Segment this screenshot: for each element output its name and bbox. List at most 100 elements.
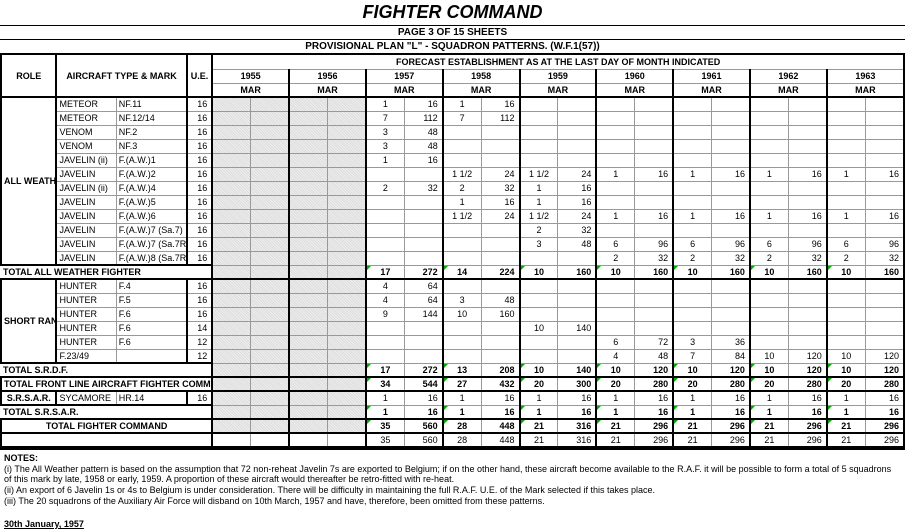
cell-qty: 16 bbox=[404, 391, 442, 405]
cell-count bbox=[212, 111, 250, 125]
cell-count: 34 bbox=[366, 377, 404, 391]
plan-sub: PROVISIONAL PLAN "L" - SQUADRON PATTERNS… bbox=[0, 40, 905, 55]
cell-qty: 16 bbox=[865, 167, 904, 181]
cell-qty bbox=[327, 265, 365, 279]
cell-count bbox=[212, 363, 250, 377]
aircraft-mark: F.(A.W.)6 bbox=[116, 209, 186, 223]
cell-count: 13 bbox=[443, 363, 481, 377]
hdr-month: MAR bbox=[827, 83, 904, 97]
hdr-year: 1958 bbox=[443, 69, 520, 83]
cell-qty bbox=[865, 279, 904, 293]
cell-qty bbox=[251, 195, 289, 209]
cell-qty: 16 bbox=[712, 405, 750, 419]
cell-qty bbox=[635, 139, 673, 153]
hdr-month: MAR bbox=[443, 83, 520, 97]
cell-qty: 16 bbox=[635, 209, 673, 223]
cell-count bbox=[289, 433, 327, 447]
cell-count bbox=[289, 223, 327, 237]
cell-count bbox=[520, 111, 558, 125]
cell-count: 10 bbox=[750, 349, 788, 363]
cell-count bbox=[827, 97, 865, 111]
cell-qty: 120 bbox=[788, 363, 826, 377]
cell-count bbox=[673, 293, 711, 307]
cell-qty: 280 bbox=[712, 377, 750, 391]
cell-count bbox=[289, 279, 327, 293]
cell-qty: 16 bbox=[481, 97, 519, 111]
cell-qty bbox=[327, 181, 365, 195]
cell-qty bbox=[712, 139, 750, 153]
cell-qty bbox=[712, 97, 750, 111]
cell-count: 1 bbox=[443, 97, 481, 111]
cell-qty: 16 bbox=[481, 195, 519, 209]
aircraft-type: METEOR bbox=[56, 111, 116, 125]
cell-qty: 84 bbox=[712, 349, 750, 363]
hdr-month: MAR bbox=[750, 83, 827, 97]
cell-count: 14 bbox=[443, 265, 481, 279]
cell-qty: 16 bbox=[558, 405, 596, 419]
note-line: (iii) The 20 squadrons of the Auxiliary … bbox=[4, 496, 901, 506]
cell-qty bbox=[635, 111, 673, 125]
hdr-ue: U.E. bbox=[187, 55, 213, 97]
cell-qty bbox=[558, 335, 596, 349]
cell-count bbox=[212, 307, 250, 321]
cell-count bbox=[212, 237, 250, 251]
cell-qty: 16 bbox=[865, 405, 904, 419]
cell-qty: 316 bbox=[558, 419, 596, 433]
cell-qty bbox=[712, 279, 750, 293]
cell-qty bbox=[327, 335, 365, 349]
cell-count: 20 bbox=[750, 377, 788, 391]
cell-qty bbox=[635, 125, 673, 139]
cell-qty: 120 bbox=[712, 363, 750, 377]
cell-count bbox=[520, 125, 558, 139]
cell-qty bbox=[481, 349, 519, 363]
cell-count bbox=[443, 279, 481, 293]
cell-qty bbox=[865, 153, 904, 167]
cell-qty bbox=[251, 349, 289, 363]
role-cell: ALL WEATHER FIGHTER (i) bbox=[1, 97, 56, 265]
cell-qty: 16 bbox=[865, 209, 904, 223]
cell-count bbox=[750, 195, 788, 209]
cell-qty: 32 bbox=[635, 251, 673, 265]
cell-count: 21 bbox=[827, 419, 865, 433]
aircraft-type: JAVELIN bbox=[56, 251, 116, 265]
ue-value: 12 bbox=[187, 349, 213, 363]
cell-qty: 208 bbox=[481, 363, 519, 377]
cell-qty: 36 bbox=[712, 335, 750, 349]
aircraft-type: HUNTER bbox=[56, 307, 116, 321]
cell-qty: 296 bbox=[865, 419, 904, 433]
cell-qty bbox=[788, 307, 826, 321]
cell-qty bbox=[327, 279, 365, 293]
cell-qty bbox=[481, 139, 519, 153]
ue-value: 16 bbox=[187, 391, 213, 405]
cell-qty bbox=[788, 125, 826, 139]
aircraft-mark: NF.3 bbox=[116, 139, 186, 153]
cell-count bbox=[366, 167, 404, 181]
cell-qty: 32 bbox=[404, 181, 442, 195]
cell-count bbox=[212, 321, 250, 335]
cell-qty bbox=[251, 293, 289, 307]
cell-count bbox=[750, 153, 788, 167]
cell-count bbox=[673, 307, 711, 321]
cell-count: 3 bbox=[366, 125, 404, 139]
cell-count bbox=[827, 279, 865, 293]
cell-qty bbox=[788, 321, 826, 335]
cell-qty bbox=[481, 335, 519, 349]
cell-qty bbox=[251, 209, 289, 223]
cell-count bbox=[750, 335, 788, 349]
cell-count bbox=[673, 139, 711, 153]
cell-qty: 272 bbox=[404, 265, 442, 279]
cell-count: 1 bbox=[596, 167, 634, 181]
aircraft-mark: F.5 bbox=[116, 293, 186, 307]
hdr-month: MAR bbox=[212, 83, 289, 97]
cell-qty bbox=[327, 377, 365, 391]
cell-qty: 16 bbox=[712, 167, 750, 181]
cell-qty: 120 bbox=[865, 349, 904, 363]
cell-count bbox=[366, 223, 404, 237]
cell-count bbox=[366, 251, 404, 265]
cell-qty: 296 bbox=[635, 419, 673, 433]
cell-qty bbox=[251, 223, 289, 237]
title-main: FIGHTER COMMAND bbox=[0, 0, 905, 25]
aircraft-mark: F.(A.W.)5 bbox=[116, 195, 186, 209]
cell-count bbox=[827, 223, 865, 237]
cell-count: 1 bbox=[443, 391, 481, 405]
